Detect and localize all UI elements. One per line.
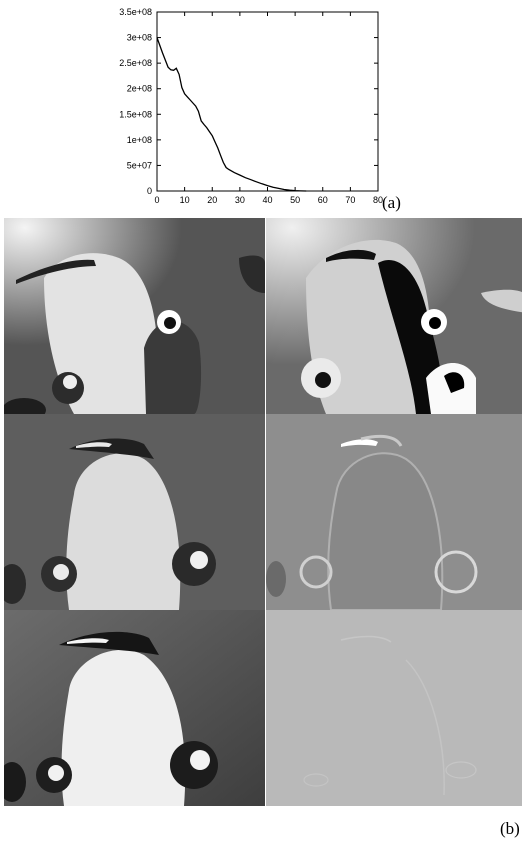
penguin-image-reconstruction-2-graphic <box>4 610 265 806</box>
penguin-image-residual-2-graphic <box>266 414 522 610</box>
y-tick-label: 0 <box>147 186 152 196</box>
x-tick-label: 70 <box>345 195 355 205</box>
x-tick-label: 30 <box>235 195 245 205</box>
penguin-image-original <box>4 218 265 414</box>
y-tick-label: 5e+07 <box>127 160 152 170</box>
penguin-image-reconstruction-1-graphic <box>4 414 265 610</box>
x-axis-ticks: 0 10 20 30 40 50 60 70 80 <box>154 12 383 205</box>
plot-frame <box>156 11 379 192</box>
penguin-image-residual-1 <box>266 218 522 414</box>
y-tick-label: 3.5e+08 <box>119 7 152 17</box>
y-tick-label: 2.5e+08 <box>119 58 152 68</box>
y-tick-label: 3e+08 <box>127 33 152 43</box>
y-tick-label: 1e+08 <box>127 135 152 145</box>
penguin-image-residual-3-graphic <box>266 610 522 806</box>
y-axis-ticks: 0 5e+07 1e+08 1.5e+08 2e+08 2.5e+08 3e+08 3.5e+… <box>119 7 378 196</box>
error-curve-line <box>156 37 307 192</box>
x-tick-label: 10 <box>180 195 190 205</box>
penguin-image-residual-1-graphic <box>266 218 522 414</box>
panel-b-label: (b) <box>500 819 520 838</box>
x-tick-label: 40 <box>262 195 272 205</box>
x-tick-label: 0 <box>154 195 159 205</box>
y-tick-label: 2e+08 <box>127 84 152 94</box>
penguin-image-original-graphic <box>4 218 265 414</box>
panel-a-label: (a) <box>382 193 401 212</box>
penguin-image-reconstruction-1 <box>4 414 265 610</box>
penguin-image-reconstruction-2 <box>4 610 265 806</box>
x-tick-label: 20 <box>207 195 217 205</box>
x-tick-label: 80 <box>373 195 383 205</box>
y-tick-label: 1.5e+08 <box>119 109 152 119</box>
chart-axes <box>156 11 379 192</box>
x-tick-label: 60 <box>318 195 328 205</box>
penguin-image-residual-2 <box>266 414 522 610</box>
x-tick-label: 50 <box>290 195 300 205</box>
error-curve-chart: 0 10 20 30 40 50 60 70 80 0 5e+07 1e+08 1.5e+08 2e+0… <box>119 7 383 205</box>
penguin-image-residual-3 <box>266 610 522 806</box>
